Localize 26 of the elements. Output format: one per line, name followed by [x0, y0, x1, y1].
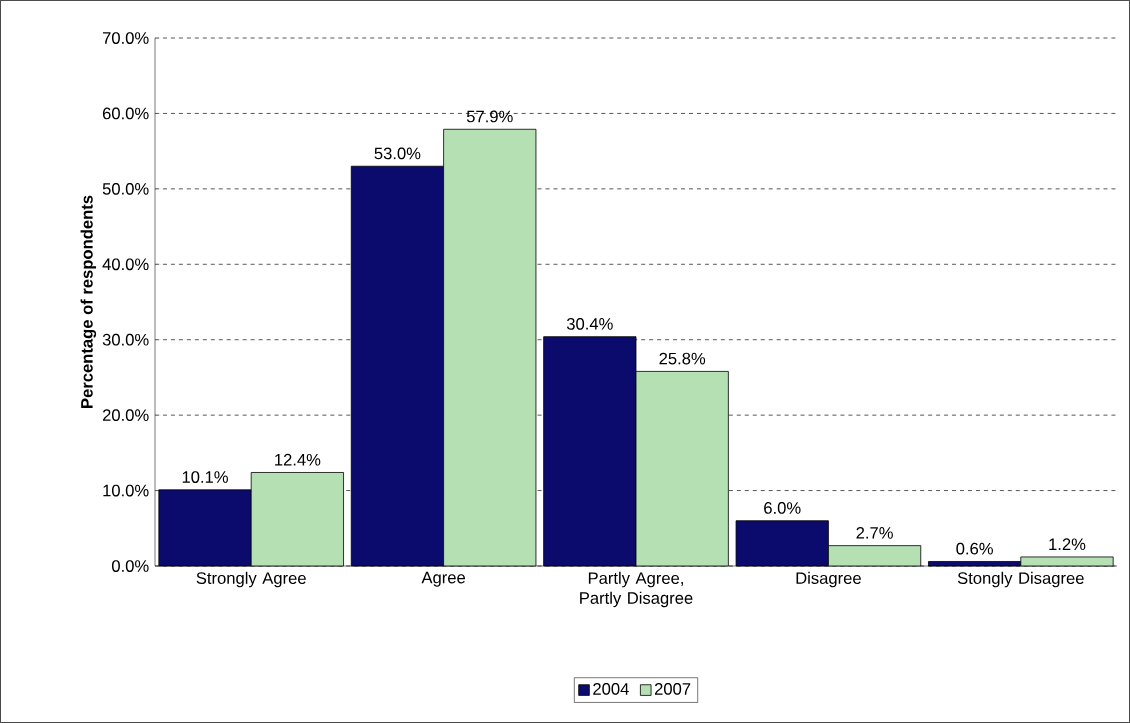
data-label: 12.4%: [275, 453, 321, 466]
legend-label: 2007: [654, 683, 691, 695]
y-tick-label: 30.0%: [102, 333, 149, 346]
y-tick-label: 60.0%: [102, 107, 149, 120]
data-label: 0.6%: [956, 542, 993, 555]
y-tick-label: 50.0%: [102, 182, 149, 195]
data-label: 6.0%: [764, 502, 801, 514]
legend-label: 2004: [593, 683, 629, 695]
data-label: 2.7%: [856, 527, 893, 539]
y-tick-label: 40.0%: [102, 258, 149, 271]
data-label: 25.8%: [659, 352, 706, 365]
y-axis-title: Percentage of respondents: [80, 195, 97, 408]
x-tick-label: Strongly Agree: [196, 571, 306, 588]
data-label: 53.0%: [374, 147, 421, 160]
x-tick-label: Disagree: [796, 571, 861, 588]
y-tick-label: 0.0%: [112, 560, 149, 572]
data-label: 57.9%: [466, 110, 513, 123]
y-tick-label: 70.0%: [102, 32, 149, 44]
data-label: 10.1%: [182, 471, 228, 483]
y-tick-label: 10.0%: [103, 484, 149, 497]
x-tick-label: Stongly Disagree: [957, 571, 1084, 588]
x-tick-label: Partly Agree, Partly Disagree: [580, 571, 693, 608]
data-label: 30.4%: [566, 318, 613, 330]
x-tick-label: Agree: [421, 571, 466, 587]
y-tick-label: 20.0%: [102, 409, 149, 422]
data-label: 1.2%: [1049, 538, 1086, 551]
